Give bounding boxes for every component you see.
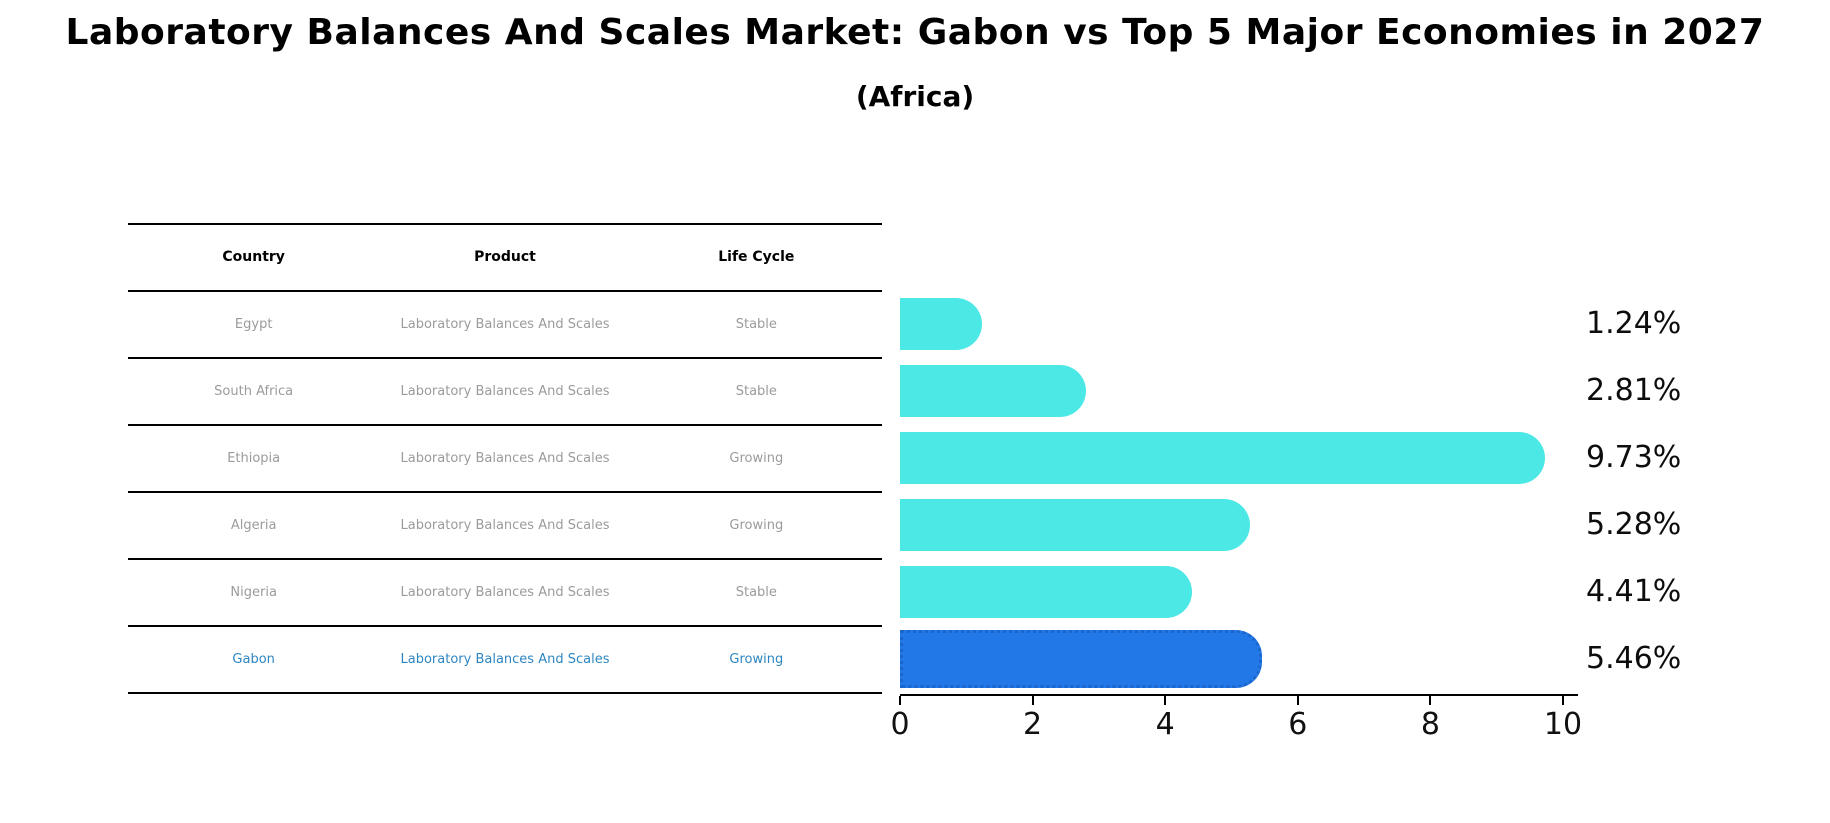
product-cell: Laboratory Balances And Scales <box>400 383 610 399</box>
value-label-gabon: 5.46% <box>1586 640 1682 676</box>
x-axis-tick-label-8: 8 <box>1420 707 1440 742</box>
product-cell: Laboratory Balances And Scales <box>400 651 610 667</box>
value-label-ethiopia: 9.73% <box>1586 439 1682 475</box>
x-axis-tick-6 <box>1296 696 1299 705</box>
table-header-life-cycle: Life Cycle <box>718 249 795 266</box>
chart-subtitle: (Africa) <box>855 80 975 113</box>
x-axis-tick-0 <box>899 696 901 705</box>
x-axis-tick-10 <box>1562 696 1564 705</box>
chart-title: Laboratory Balances And Scales Market: G… <box>65 12 1765 53</box>
x-axis-tick-label-10: 10 <box>1543 707 1583 742</box>
bar-egypt <box>900 297 982 350</box>
value-label-egypt: 1.24% <box>1586 305 1682 341</box>
table-header-product: Product <box>474 249 536 266</box>
country-cell: Egypt <box>234 316 273 332</box>
life-cycle-cell: Stable <box>735 316 777 332</box>
country-cell: Nigeria <box>230 584 277 600</box>
country-product-table: Country Product Life Cycle Egypt Laborato… <box>128 223 882 694</box>
x-axis-tick-4 <box>1164 696 1167 705</box>
country-cell: South Africa <box>214 383 294 399</box>
x-axis-tick-label-4: 4 <box>1155 707 1175 742</box>
x-axis-tick-label-6: 6 <box>1288 707 1308 742</box>
value-label-nigeria: 4.41% <box>1586 573 1682 609</box>
table-body: Egypt Laboratory Balances And Scales Stabl… <box>128 292 882 694</box>
life-cycle-cell: Growing <box>729 450 784 466</box>
value-label-south-africa: 2.81% <box>1586 372 1682 408</box>
product-cell: Laboratory Balances And Scales <box>400 450 610 466</box>
life-cycle-cell: Growing <box>729 651 784 667</box>
country-cell: Ethiopia <box>227 450 281 466</box>
table-row-egypt: Egypt Laboratory Balances And Scales Stabl… <box>128 292 882 359</box>
product-cell: Laboratory Balances And Scales <box>400 517 610 533</box>
x-axis-tick-2 <box>1031 696 1034 705</box>
table-row-ethiopia: Ethiopia Laboratory Balances And Scales Gr… <box>128 426 882 493</box>
x-axis-tick-8 <box>1429 696 1432 705</box>
product-cell: Laboratory Balances And Scales <box>400 584 610 600</box>
life-cycle-cell: Stable <box>735 584 777 600</box>
country-cell: Algeria <box>230 517 277 533</box>
life-cycle-cell: Growing <box>729 517 784 533</box>
table-header-row: Country Product Life Cycle <box>128 225 882 292</box>
bar-south-africa <box>900 364 1086 417</box>
bar-ethiopia <box>900 431 1545 484</box>
country-cell: Gabon <box>232 651 275 667</box>
bar-algeria <box>900 498 1250 551</box>
bar-nigeria <box>900 565 1192 618</box>
x-axis-line <box>900 694 1578 696</box>
table-row-algeria: Algeria Laboratory Balances And Scales Gro… <box>128 493 882 560</box>
product-cell: Laboratory Balances And Scales <box>400 316 610 332</box>
bar-gabon <box>900 629 1262 688</box>
life-cycle-cell: Stable <box>735 383 777 399</box>
x-axis-tick-label-2: 2 <box>1023 707 1043 742</box>
table-row-gabon: Gabon Laboratory Balances And Scales Growi… <box>128 627 882 694</box>
table-header-country: Country <box>222 249 285 266</box>
table-row-nigeria: Nigeria Laboratory Balances And Scales Sta… <box>128 560 882 627</box>
value-label-algeria: 5.28% <box>1586 506 1682 542</box>
x-axis-tick-label-0: 0 <box>890 707 910 742</box>
table-row-south-africa: South Africa Laboratory Balances And Scal… <box>128 359 882 426</box>
